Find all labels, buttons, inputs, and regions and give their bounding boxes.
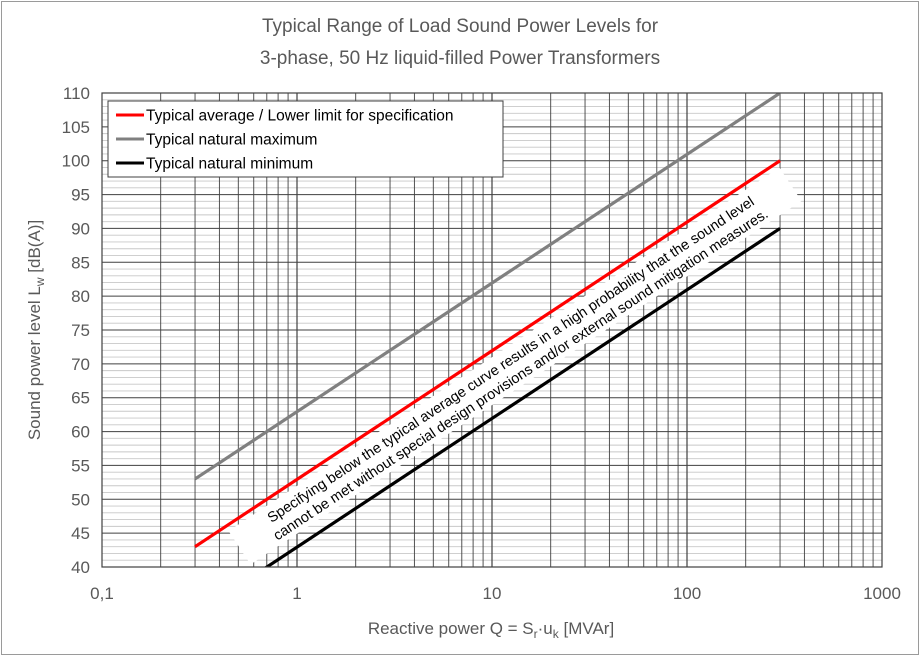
x-tick-label: 10: [483, 584, 502, 603]
y-tick-label: 85: [71, 253, 90, 272]
y-tick-label: 50: [71, 490, 90, 509]
chart-title-line-2: 3-phase, 50 Hz liquid-filled Power Trans…: [260, 48, 660, 69]
y-tick-label: 105: [62, 118, 90, 137]
legend-label: Typical natural maximum: [146, 132, 317, 149]
x-tick-label: 0,1: [90, 584, 114, 603]
y-tick-label: 95: [71, 186, 90, 205]
series-line-natural-maximum: [194, 93, 781, 481]
legend-label: Typical average / Lower limit for specif…: [146, 108, 454, 125]
y-axis-label: Sound power level Lw [dB(A)]: [25, 220, 47, 440]
y-tick-label: 70: [71, 355, 90, 374]
x-tick-label: 1000: [863, 584, 901, 603]
legend: Typical average / Lower limit for specif…: [107, 100, 504, 178]
annotation-line-1: Specifying below the typical average cur…: [265, 194, 758, 527]
y-tick-label: 110: [63, 84, 90, 103]
y-tick-label: 60: [71, 423, 90, 442]
x-tick-label: 100: [673, 584, 701, 603]
series-lines: [194, 93, 781, 567]
annotation-line-2: cannot be met without special design pro…: [271, 206, 772, 544]
series-line-typical-average: [194, 159, 781, 549]
x-tick-label: 1: [292, 584, 301, 603]
y-tick-label: 100: [62, 152, 90, 171]
x-axis-label: Reactive power Q = Sr·uk [MVAr]: [368, 619, 614, 641]
y-tick-label: 45: [71, 524, 90, 543]
y-tick-label: 75: [71, 321, 90, 340]
y-tick-label: 80: [71, 287, 90, 306]
legend-label: Typical natural minimum: [146, 156, 313, 173]
annotation: Specifying below the typical average cur…: [228, 167, 802, 565]
chart-title-line-1: Typical Range of Load Sound Power Levels…: [262, 16, 659, 37]
plot-border: [101, 92, 883, 568]
legend-box: [107, 100, 504, 178]
series-line-natural-minimum: [263, 227, 781, 567]
y-tick-label: 65: [71, 389, 90, 408]
annotation-background: [228, 167, 802, 565]
y-tick-label: 40: [71, 558, 90, 577]
y-tick-label: 55: [71, 456, 90, 475]
y-tick-label: 90: [71, 219, 90, 238]
